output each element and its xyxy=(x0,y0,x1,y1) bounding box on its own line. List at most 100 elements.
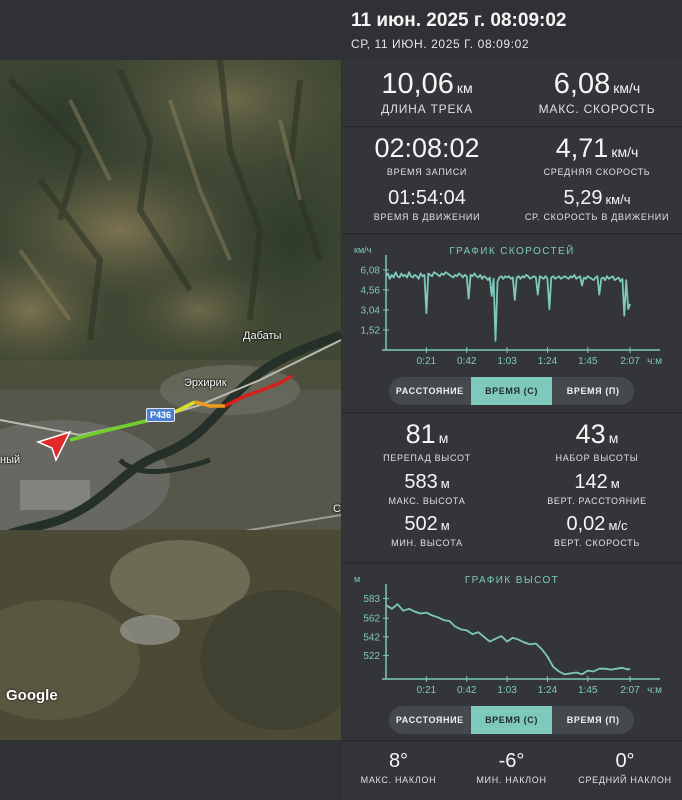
speed-chart-x-tick-label: 0:42 xyxy=(457,356,477,367)
slope-min-value: -6° xyxy=(498,750,525,772)
elev-diff-unit: м xyxy=(438,430,449,446)
stat-avg-speed: 4,71 км/ч СРЕДНЯЯ СКОРОСТЬ xyxy=(512,133,682,177)
distance-unit: км xyxy=(456,80,473,96)
speed-chart-y-tick-label: 4,56 xyxy=(361,285,381,296)
vert-speed-label: ВЕРТ. СКОРОСТЬ xyxy=(554,538,640,548)
avg-moving-speed-value: 5,29 xyxy=(563,187,603,209)
avg-speed-unit: км/ч xyxy=(611,144,639,160)
slope-avg-value: 0° xyxy=(615,750,635,772)
speed-chart-series-line xyxy=(385,271,631,342)
stat-vert-speed: 0,02 м/с ВЕРТ. СКОРОСТЬ xyxy=(512,513,682,548)
vert-dist-value: 142 xyxy=(574,471,608,493)
vert-speed-unit: м/с xyxy=(608,518,628,533)
elevation-chart-x-tick-label: 0:21 xyxy=(417,685,437,696)
elev-max-value: 583 xyxy=(404,471,438,493)
header: 11 июн. 2025 г. 08:09:02 СР, 11 ИЮН. 202… xyxy=(0,0,682,60)
speed-chart-x-tick-label: 1:45 xyxy=(578,356,598,367)
elev-max-unit: м xyxy=(440,476,450,491)
satellite-map[interactable]: Дабаты Эрхирик ный С Р436 Google xyxy=(0,60,341,740)
speed-chart-mode-toggle[interactable]: РАССТОЯНИЕ ВРЕМЯ (С) ВРЕМЯ (П) xyxy=(389,377,634,405)
max-speed-unit: км/ч xyxy=(613,80,641,96)
elevation-chart-y-tick-label: 562 xyxy=(363,614,380,625)
elev-toggle-distance[interactable]: РАССТОЯНИЕ xyxy=(395,715,464,725)
avg-speed-label: СРЕДНЯЯ СКОРОСТЬ xyxy=(543,167,651,177)
elev-min-unit: м xyxy=(440,518,450,533)
speed-chart-y-tick-label: 1,52 xyxy=(361,325,381,336)
elevation-chart-series-line xyxy=(385,603,631,676)
elevation-chart-card[interactable]: ГРАФИК ВЫСОТ м 583 562 542 522 0:21 0:42 1:03 1:… xyxy=(342,564,682,741)
slope-max-value: 8° xyxy=(388,750,409,772)
moving-time-label: ВРЕМЯ В ДВИЖЕНИИ xyxy=(373,212,481,222)
stat-slope-min: -6° МИН. НАКЛОН xyxy=(455,750,568,785)
stat-record-time: 02:08:02 ВРЕМЯ ЗАПИСИ xyxy=(342,133,512,177)
speed-chart[interactable]: км/ч 6,08 4,56 3,04 1,52 0:21 0:42 1:03 1:24 1:45… xyxy=(342,235,682,370)
speed-chart-y-unit: км/ч xyxy=(354,245,372,255)
speed-chart-y-tick-label: 6,08 xyxy=(361,265,381,276)
elevation-stats-card: 81 м ПЕРЕПАД ВЫСОТ 43 м НАБОР ВЫСОТЫ 583 м … xyxy=(342,414,682,563)
page-subtitle: СР, 11 ИЮН. 2025 Г. 08:09:02 xyxy=(351,37,530,51)
elevation-chart-x-unit: ч:м xyxy=(647,685,662,696)
road-shield-badge: Р436 xyxy=(146,408,176,422)
elevation-chart-mode-toggle[interactable]: РАССТОЯНИЕ ВРЕМЯ (С) ВРЕМЯ (П) xyxy=(389,706,634,734)
speed-chart-x-tick-label: 0:21 xyxy=(417,356,437,367)
vert-speed-value: 0,02 xyxy=(566,513,606,535)
map-imagery xyxy=(0,60,341,740)
stat-elev-diff: 81 м ПЕРЕПАД ВЫСОТ xyxy=(342,419,512,463)
elev-gain-value: 43 xyxy=(575,419,606,449)
map-label-erkhirik: Эрхирик xyxy=(184,377,227,389)
stat-vert-dist: 142 м ВЕРТ. РАССТОЯНИЕ xyxy=(512,471,682,506)
stat-max-speed: 6,08 км/ч МАКС. СКОРОСТЬ xyxy=(512,68,682,116)
elev-toggle-time-moving[interactable]: ВРЕМЯ (П) xyxy=(566,715,620,725)
speed-chart-y-tick-label: 3,04 xyxy=(361,305,381,316)
slope-max-label: МАКС. НАКЛОН xyxy=(360,775,437,785)
elevation-chart-x-tick-label: 2:07 xyxy=(620,685,640,696)
speed-chart-x-unit: ч:м xyxy=(647,356,662,367)
elev-min-value: 502 xyxy=(404,513,438,535)
location-arrow-icon xyxy=(35,430,72,462)
elev-min-label: МИН. ВЫСОТА xyxy=(391,538,463,548)
elevation-chart-y-tick-label: 542 xyxy=(363,632,380,643)
vert-dist-unit: м xyxy=(610,476,620,491)
stat-elev-min: 502 м МИН. ВЫСОТА xyxy=(342,513,512,548)
avg-moving-speed-unit: км/ч xyxy=(605,192,631,207)
speed-toggle-time-total[interactable]: ВРЕМЯ (С) xyxy=(470,377,553,405)
stat-moving-time: 01:54:04 ВРЕМЯ В ДВИЖЕНИИ xyxy=(342,187,512,222)
elevation-chart-y-tick-label: 522 xyxy=(363,651,380,662)
speed-chart-x-tick-label: 2:07 xyxy=(620,356,640,367)
map-label-left: ный xyxy=(0,454,21,466)
elevation-chart-x-tick-label: 1:24 xyxy=(538,685,558,696)
stat-elev-max: 583 м МАКС. ВЫСОТА xyxy=(342,471,512,506)
elevation-chart-x-tick-label: 1:03 xyxy=(497,685,517,696)
speed-chart-x-tick-label: 1:03 xyxy=(497,356,517,367)
elevation-chart-title: ГРАФИК ВЫСОТ xyxy=(464,575,560,586)
stat-avg-moving-speed: 5,29 км/ч СР. СКОРОСТЬ В ДВИЖЕНИИ xyxy=(512,187,682,222)
summary-card: 10,06 км ДЛИНА ТРЕКА 6,08 км/ч МАКС. СКОРО… xyxy=(342,60,682,127)
page-title: 11 июн. 2025 г. 08:09:02 xyxy=(351,10,567,31)
speed-chart-title: ГРАФИК СКОРОСТЕЙ xyxy=(449,246,575,257)
elev-diff-value: 81 xyxy=(405,419,436,449)
slope-card: 8° МАКС. НАКЛОН -6° МИН. НАКЛОН 0° СРЕДН… xyxy=(342,742,682,800)
speed-toggle-distance[interactable]: РАССТОЯНИЕ xyxy=(395,386,464,396)
vert-dist-label: ВЕРТ. РАССТОЯНИЕ xyxy=(547,496,647,506)
slope-avg-label: СРЕДНИЙ НАКЛОН xyxy=(578,775,672,785)
speed-toggle-time-moving[interactable]: ВРЕМЯ (П) xyxy=(566,386,620,396)
elev-gain-label: НАБОР ВЫСОТЫ xyxy=(555,453,639,463)
max-speed-label: МАКС. СКОРОСТЬ xyxy=(538,102,656,116)
distance-label: ДЛИНА ТРЕКА xyxy=(381,102,473,116)
record-time-value: 02:08:02 xyxy=(374,133,480,163)
speed-chart-card[interactable]: ГРАФИК СКОРОСТЕЙ км/ч 6,08 4,56 3,04 1,52 0:2… xyxy=(342,235,682,413)
elev-toggle-time-total[interactable]: ВРЕМЯ (С) xyxy=(470,706,553,734)
elevation-chart-x-tick-label: 0:42 xyxy=(457,685,477,696)
speed-chart-x-tick-label: 1:24 xyxy=(538,356,558,367)
avg-moving-speed-label: СР. СКОРОСТЬ В ДВИЖЕНИИ xyxy=(524,212,670,222)
stats-panel[interactable]: 10,06 км ДЛИНА ТРЕКА 6,08 км/ч МАКС. СКОРО… xyxy=(342,60,682,800)
max-speed-value: 6,08 xyxy=(553,68,611,100)
map-label-right: С xyxy=(333,503,341,515)
elevation-chart-y-tick-label: 583 xyxy=(363,594,380,605)
elev-gain-unit: м xyxy=(608,430,619,446)
record-time-label: ВРЕМЯ ЗАПИСИ xyxy=(386,167,468,177)
elev-diff-label: ПЕРЕПАД ВЫСОТ xyxy=(383,453,471,463)
avg-speed-value: 4,71 xyxy=(555,133,609,163)
elev-max-label: МАКС. ВЫСОТА xyxy=(388,496,466,506)
